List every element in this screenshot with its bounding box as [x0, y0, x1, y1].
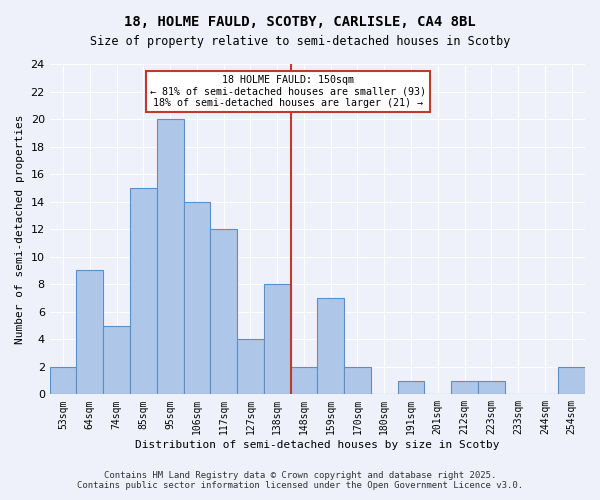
X-axis label: Distribution of semi-detached houses by size in Scotby: Distribution of semi-detached houses by …: [135, 440, 500, 450]
Bar: [184, 202, 210, 394]
Bar: [157, 119, 184, 394]
Bar: [103, 326, 130, 394]
Bar: [50, 367, 76, 394]
Bar: [398, 380, 424, 394]
Bar: [237, 340, 264, 394]
Text: 18, HOLME FAULD, SCOTBY, CARLISLE, CA4 8BL: 18, HOLME FAULD, SCOTBY, CARLISLE, CA4 8…: [124, 15, 476, 29]
Bar: [317, 298, 344, 394]
Bar: [478, 380, 505, 394]
Bar: [264, 284, 290, 395]
Y-axis label: Number of semi-detached properties: Number of semi-detached properties: [15, 114, 25, 344]
Bar: [76, 270, 103, 394]
Bar: [130, 188, 157, 394]
Bar: [290, 367, 317, 394]
Bar: [210, 229, 237, 394]
Bar: [451, 380, 478, 394]
Text: Size of property relative to semi-detached houses in Scotby: Size of property relative to semi-detach…: [90, 35, 510, 48]
Text: Contains HM Land Registry data © Crown copyright and database right 2025.
Contai: Contains HM Land Registry data © Crown c…: [77, 470, 523, 490]
Bar: [558, 367, 585, 394]
Text: 18 HOLME FAULD: 150sqm
← 81% of semi-detached houses are smaller (93)
18% of sem: 18 HOLME FAULD: 150sqm ← 81% of semi-det…: [150, 75, 426, 108]
Bar: [344, 367, 371, 394]
